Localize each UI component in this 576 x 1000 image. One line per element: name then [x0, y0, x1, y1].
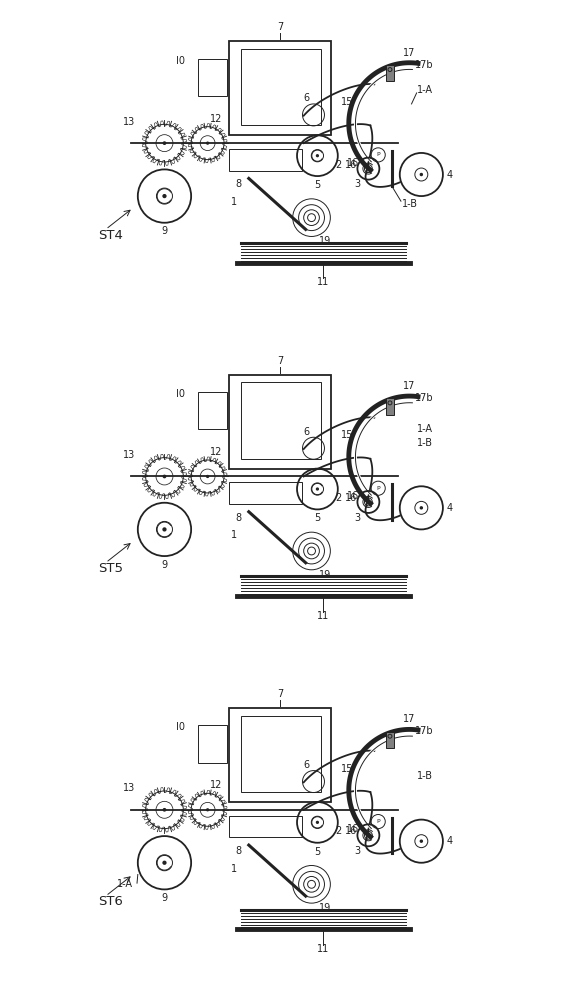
Text: P: P — [376, 152, 380, 157]
Text: ST5: ST5 — [98, 562, 123, 575]
Text: 7: 7 — [277, 356, 283, 366]
FancyBboxPatch shape — [386, 65, 394, 81]
Circle shape — [316, 821, 319, 824]
Text: 7: 7 — [277, 22, 283, 32]
Text: ST4: ST4 — [98, 229, 123, 242]
Text: 8: 8 — [235, 179, 241, 189]
Text: 3: 3 — [355, 513, 361, 523]
Circle shape — [162, 808, 166, 812]
Circle shape — [206, 808, 209, 811]
Text: 11: 11 — [317, 944, 329, 954]
Text: 6: 6 — [304, 427, 310, 437]
FancyBboxPatch shape — [229, 375, 331, 469]
Text: I0: I0 — [176, 56, 185, 66]
FancyBboxPatch shape — [198, 725, 227, 763]
Text: 1-B: 1-B — [418, 438, 433, 448]
Text: 16: 16 — [347, 158, 359, 168]
Circle shape — [419, 173, 423, 176]
Text: 1-B: 1-B — [401, 199, 418, 209]
Text: 17: 17 — [403, 48, 415, 58]
Text: 5: 5 — [314, 847, 320, 857]
Text: I0: I0 — [176, 722, 185, 732]
Text: 13: 13 — [123, 117, 135, 127]
Circle shape — [316, 487, 319, 491]
Circle shape — [206, 141, 209, 145]
Text: 6: 6 — [304, 760, 310, 770]
FancyBboxPatch shape — [198, 59, 227, 96]
FancyBboxPatch shape — [229, 41, 331, 135]
FancyBboxPatch shape — [198, 392, 227, 429]
Text: 5: 5 — [314, 513, 320, 523]
Text: 3: 3 — [355, 846, 361, 856]
Circle shape — [419, 839, 423, 843]
Text: 7: 7 — [277, 689, 283, 699]
Text: 2: 2 — [335, 160, 342, 170]
Text: 2: 2 — [335, 493, 342, 503]
Circle shape — [162, 141, 166, 145]
Circle shape — [162, 475, 166, 478]
Text: 16: 16 — [347, 824, 359, 834]
Text: 17b: 17b — [415, 726, 434, 736]
Text: 13: 13 — [123, 783, 135, 793]
Text: 5: 5 — [314, 180, 320, 190]
Text: 19: 19 — [319, 903, 331, 913]
Circle shape — [206, 475, 209, 478]
Text: 17: 17 — [403, 714, 415, 724]
Text: 16: 16 — [347, 491, 359, 501]
Text: 17: 17 — [403, 381, 415, 391]
FancyBboxPatch shape — [229, 708, 331, 802]
Text: 9: 9 — [161, 893, 168, 903]
Text: I0: I0 — [176, 389, 185, 399]
Text: 1: 1 — [231, 530, 237, 540]
Circle shape — [316, 154, 319, 157]
Text: 12: 12 — [210, 114, 222, 124]
FancyBboxPatch shape — [241, 382, 321, 459]
Text: 4: 4 — [447, 503, 453, 513]
FancyBboxPatch shape — [241, 716, 321, 792]
Text: 3: 3 — [355, 179, 361, 189]
Text: 11: 11 — [317, 277, 329, 287]
Circle shape — [162, 527, 166, 532]
Text: 4: 4 — [447, 836, 453, 846]
Text: 15: 15 — [341, 430, 353, 440]
Text: 1-A: 1-A — [418, 85, 433, 95]
Text: 15: 15 — [341, 97, 353, 107]
Text: 9: 9 — [161, 560, 168, 570]
Text: 1: 1 — [231, 864, 237, 874]
Text: 9: 9 — [161, 226, 168, 236]
Text: 19: 19 — [319, 236, 331, 246]
Text: 1-B: 1-B — [418, 771, 433, 781]
Text: 17b: 17b — [415, 60, 434, 70]
Text: 16: 16 — [345, 493, 357, 503]
Circle shape — [419, 506, 423, 510]
Text: 1-A: 1-A — [418, 424, 433, 434]
Text: 15: 15 — [341, 764, 353, 774]
Text: 11: 11 — [317, 611, 329, 621]
Text: 1: 1 — [231, 197, 237, 207]
Text: 16: 16 — [345, 826, 357, 836]
Text: ST6: ST6 — [98, 895, 123, 908]
Circle shape — [162, 194, 166, 198]
Text: P: P — [376, 819, 380, 824]
Text: 8: 8 — [235, 846, 241, 856]
Text: 19: 19 — [319, 570, 331, 580]
Text: 8: 8 — [235, 513, 241, 523]
Text: 2: 2 — [335, 826, 342, 836]
Text: 4: 4 — [447, 170, 453, 180]
FancyBboxPatch shape — [229, 149, 302, 171]
Text: 1-A: 1-A — [118, 879, 134, 889]
Text: 12: 12 — [210, 780, 222, 790]
FancyBboxPatch shape — [241, 49, 321, 125]
Text: 16: 16 — [345, 160, 357, 170]
Text: 6: 6 — [304, 93, 310, 103]
Circle shape — [162, 861, 166, 865]
FancyBboxPatch shape — [386, 398, 394, 415]
Text: 17b: 17b — [415, 393, 434, 403]
Text: P: P — [376, 486, 380, 491]
FancyBboxPatch shape — [386, 732, 394, 748]
Text: 13: 13 — [123, 450, 135, 460]
FancyBboxPatch shape — [229, 816, 302, 837]
Text: 12: 12 — [210, 447, 222, 457]
FancyBboxPatch shape — [229, 482, 302, 504]
